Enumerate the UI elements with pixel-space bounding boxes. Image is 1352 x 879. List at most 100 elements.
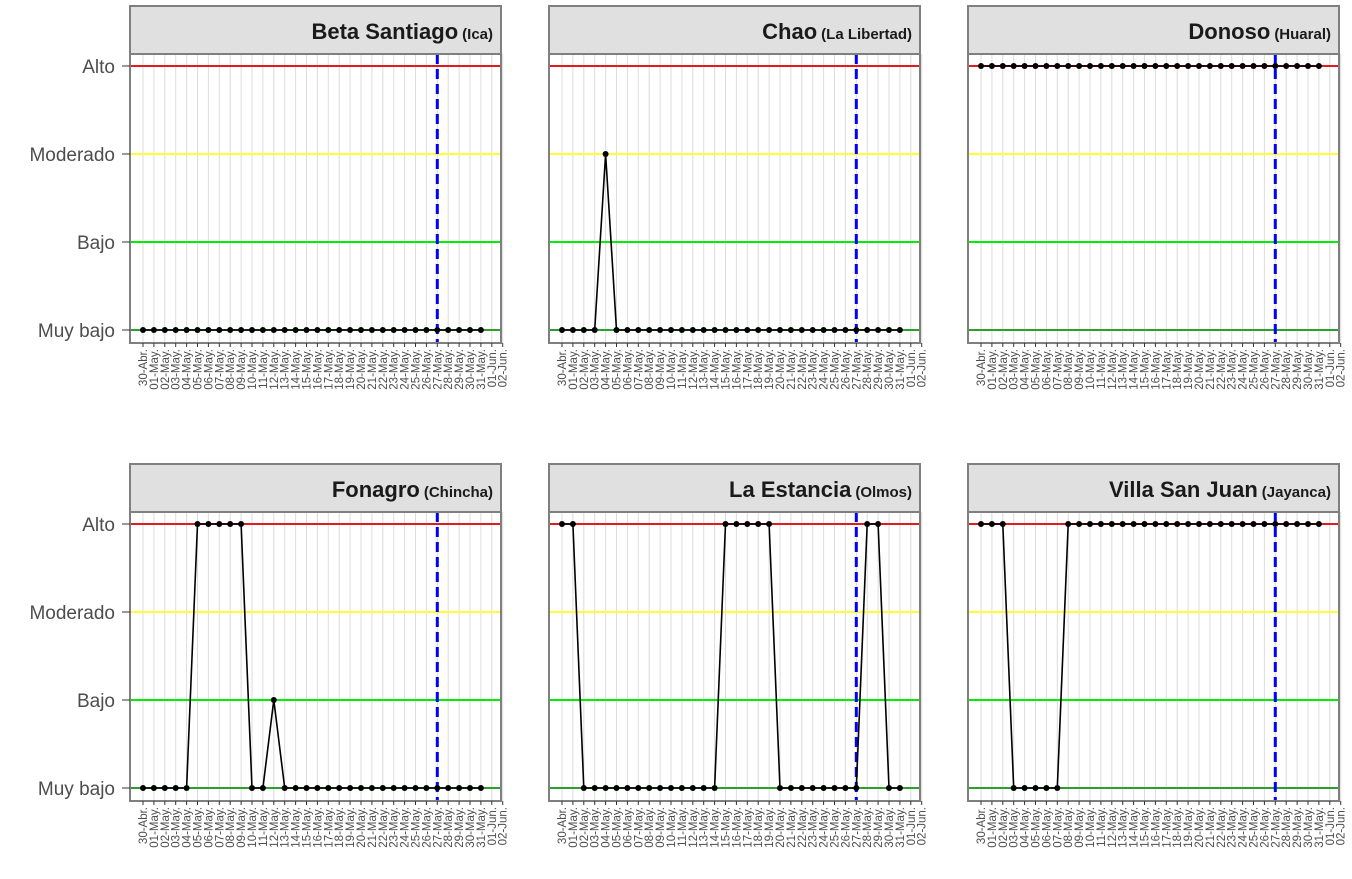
data-point	[1294, 63, 1300, 69]
data-point	[347, 785, 353, 791]
data-point	[358, 327, 364, 333]
data-point	[195, 521, 201, 527]
data-point	[358, 785, 364, 791]
data-point	[690, 785, 696, 791]
data-point	[1022, 785, 1028, 791]
data-point	[989, 63, 995, 69]
data-point	[1043, 785, 1049, 791]
data-point	[205, 521, 211, 527]
data-point	[478, 327, 484, 333]
data-point	[712, 785, 718, 791]
data-point	[897, 327, 903, 333]
data-point	[1098, 521, 1104, 527]
data-point	[151, 327, 157, 333]
data-point	[603, 785, 609, 791]
data-point	[853, 327, 859, 333]
data-point	[788, 327, 794, 333]
data-point	[614, 785, 620, 791]
panel: Beta Santiago (Ica)Muy bajoBajoModeradoAl…	[29, 6, 509, 390]
data-point	[1076, 521, 1082, 527]
data-point	[1283, 63, 1289, 69]
data-point	[1294, 521, 1300, 527]
data-point	[304, 327, 310, 333]
data-point	[690, 327, 696, 333]
data-point	[151, 785, 157, 791]
data-point	[1022, 63, 1028, 69]
data-point	[1218, 521, 1224, 527]
data-point	[1033, 785, 1039, 791]
data-point	[788, 785, 794, 791]
data-point	[755, 521, 761, 527]
panel: La Estancia (Olmos)30-Abr.01-May.02-May.0…	[549, 464, 929, 848]
data-point	[1305, 63, 1311, 69]
data-point	[325, 327, 331, 333]
data-point	[380, 785, 386, 791]
data-point	[413, 327, 419, 333]
data-point	[1305, 521, 1311, 527]
data-point	[755, 327, 761, 333]
data-point	[1142, 521, 1148, 527]
panel: Donoso (Huaral)30-Abr.01-May.02-May.03-Ma…	[968, 6, 1348, 390]
panel: Chao (La Libertad)30-Abr.01-May.02-May.03…	[549, 6, 929, 390]
data-point	[1163, 521, 1169, 527]
panel: Fonagro (Chincha) Muy bajo Bajo Moderado Alto…	[29, 464, 509, 848]
data-point	[733, 327, 739, 333]
data-point	[195, 327, 201, 333]
y-tick-label: Alto	[82, 57, 115, 78]
data-point	[1120, 521, 1126, 527]
data-point	[832, 327, 838, 333]
panel: Villa San Juan (Jayanca)30-Abr.01-May.02-…	[968, 464, 1348, 848]
data-point	[559, 327, 565, 333]
data-point	[238, 521, 244, 527]
data-point	[864, 327, 870, 333]
data-point	[624, 327, 630, 333]
data-point	[1229, 63, 1235, 69]
data-point	[1196, 521, 1202, 527]
data-point	[875, 327, 881, 333]
data-point	[423, 327, 429, 333]
data-point	[1163, 63, 1169, 69]
data-point	[1131, 63, 1137, 69]
data-point	[799, 785, 805, 791]
plot-area	[968, 54, 1339, 343]
plot-area	[130, 54, 501, 343]
data-point	[1000, 521, 1006, 527]
data-point	[810, 327, 816, 333]
data-point	[646, 327, 652, 333]
data-point	[467, 327, 473, 333]
data-point	[293, 327, 299, 333]
data-point	[614, 327, 620, 333]
data-point	[1043, 63, 1049, 69]
data-point	[989, 521, 995, 527]
data-point	[1011, 63, 1017, 69]
data-point	[1229, 521, 1235, 527]
data-point	[635, 785, 641, 791]
data-point	[1185, 521, 1191, 527]
data-point	[766, 521, 772, 527]
data-point	[336, 327, 342, 333]
data-point	[777, 785, 783, 791]
data-point	[864, 521, 870, 527]
data-point	[1240, 521, 1246, 527]
data-point	[592, 785, 598, 791]
data-point	[369, 327, 375, 333]
data-point	[657, 327, 663, 333]
data-point	[886, 327, 892, 333]
data-point	[227, 327, 233, 333]
x-tick-label: 02-Jun.	[1336, 807, 1348, 845]
data-point	[646, 785, 652, 791]
data-point	[1251, 521, 1257, 527]
data-point	[173, 327, 179, 333]
data-point	[249, 327, 255, 333]
data-point	[184, 327, 190, 333]
data-point	[1174, 521, 1180, 527]
data-point	[380, 327, 386, 333]
data-point	[679, 327, 685, 333]
data-point	[810, 785, 816, 791]
data-point	[1316, 521, 1322, 527]
y-tick-label: Moderado	[29, 603, 115, 624]
data-point	[1261, 63, 1267, 69]
data-point	[1011, 785, 1017, 791]
data-point	[402, 327, 408, 333]
data-point	[1283, 521, 1289, 527]
